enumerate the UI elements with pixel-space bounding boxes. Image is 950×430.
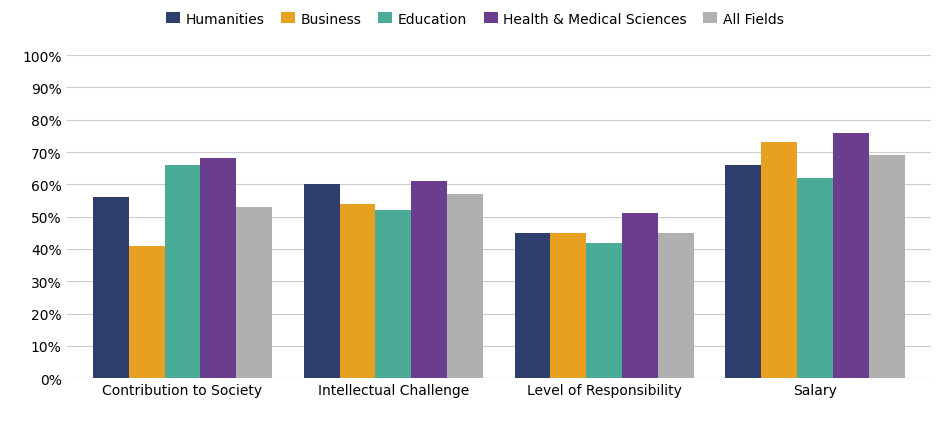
Bar: [237, 207, 272, 378]
Bar: [833, 133, 869, 378]
Bar: [726, 166, 761, 378]
Bar: [797, 178, 833, 378]
Bar: [515, 233, 550, 378]
Bar: [586, 243, 622, 378]
Bar: [869, 156, 904, 378]
Bar: [622, 214, 658, 378]
Bar: [128, 246, 164, 378]
Bar: [164, 166, 200, 378]
Bar: [761, 143, 797, 378]
Bar: [93, 198, 128, 378]
Bar: [200, 159, 237, 378]
Bar: [550, 233, 586, 378]
Bar: [658, 233, 694, 378]
Bar: [447, 194, 483, 378]
Bar: [375, 211, 411, 378]
Bar: [339, 204, 375, 378]
Bar: [411, 181, 447, 378]
Legend: Humanities, Business, Education, Health & Medical Sciences, All Fields: Humanities, Business, Education, Health …: [161, 7, 789, 32]
Bar: [304, 185, 339, 378]
